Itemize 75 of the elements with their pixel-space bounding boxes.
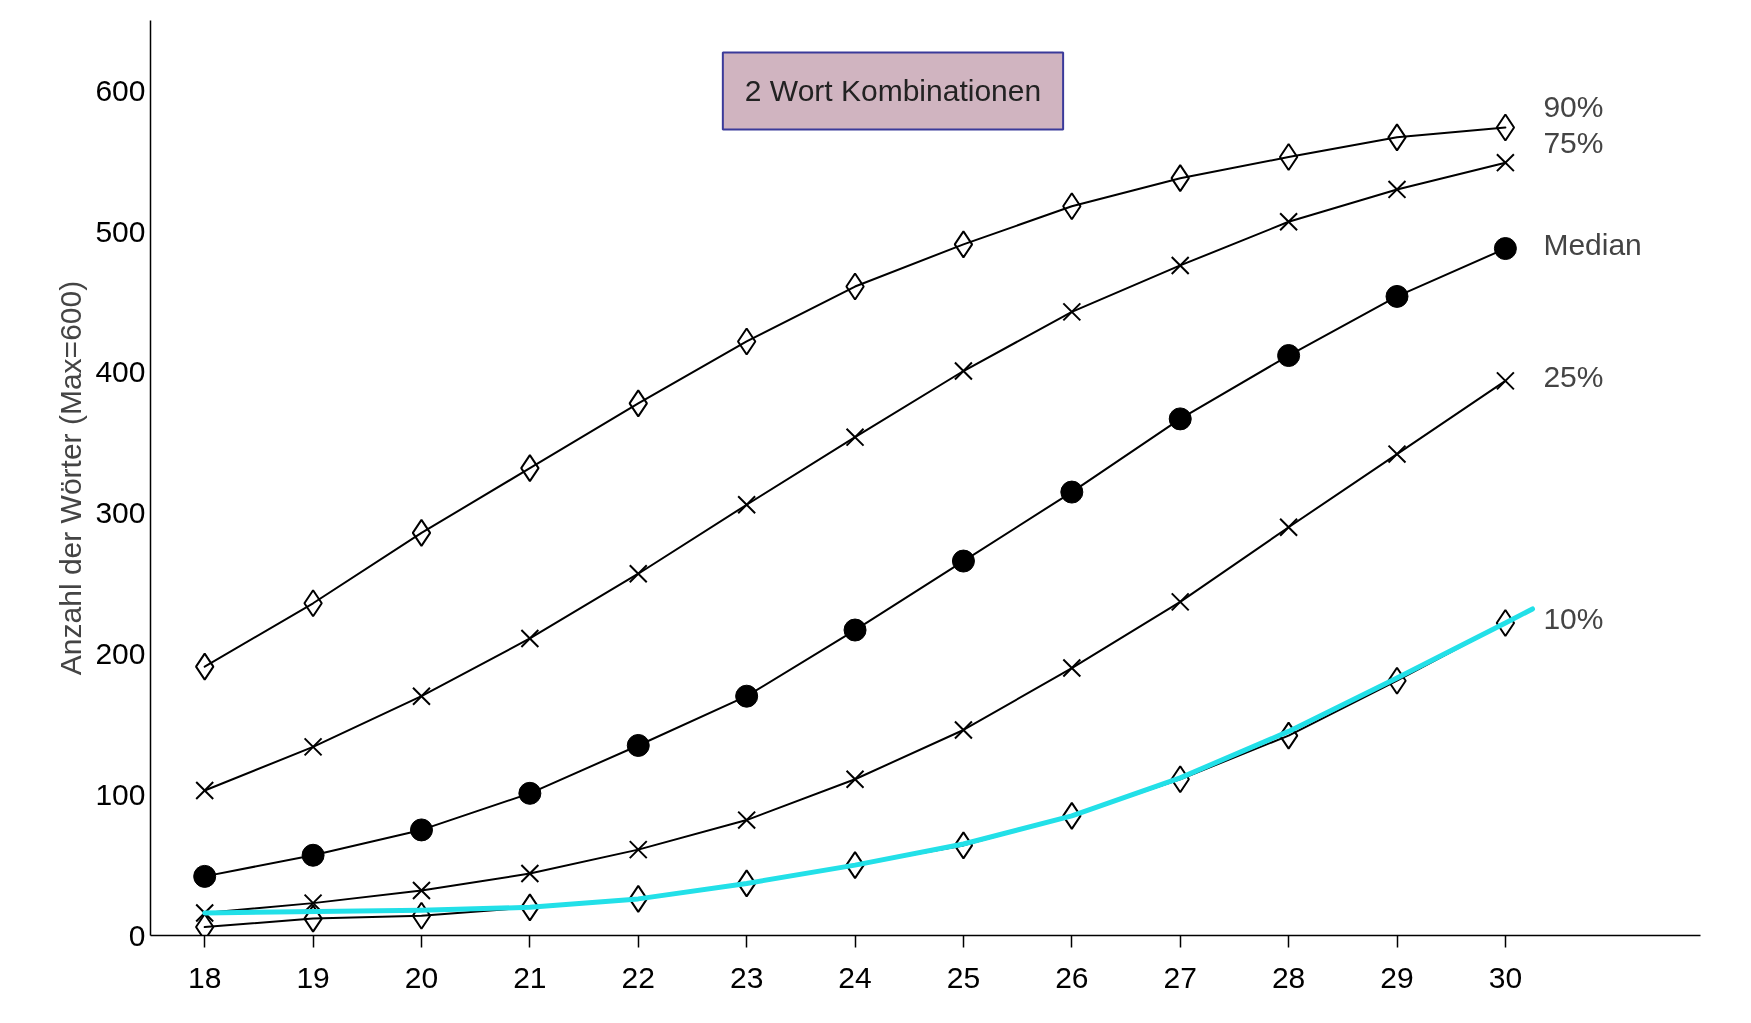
x-tick-label: 30: [1488, 960, 1523, 994]
point: [737, 810, 757, 830]
x-tick-label: 25: [946, 960, 981, 994]
point: [1495, 608, 1516, 637]
point: [1170, 592, 1190, 612]
point: [951, 549, 975, 573]
point: [520, 864, 540, 884]
series-label: 75%: [1543, 125, 1604, 159]
point: [1062, 658, 1082, 678]
y-tick-label: 400: [95, 355, 146, 389]
point: [845, 769, 865, 789]
y-tick-label: 500: [95, 214, 146, 248]
x-tick-label: 23: [729, 960, 764, 994]
point: [409, 818, 433, 842]
point: [953, 230, 974, 259]
x-tick-label: 29: [1380, 960, 1414, 994]
x-tick-label: 18: [188, 960, 222, 994]
text: 2 Wort Kombinationen: [744, 74, 1042, 108]
point: [411, 901, 432, 930]
y-tick-label: 0: [128, 918, 146, 952]
point: [1495, 113, 1516, 142]
point: [303, 737, 323, 757]
point: [1278, 143, 1299, 172]
point: [411, 880, 431, 900]
point: [1495, 153, 1515, 173]
point: [1168, 407, 1192, 431]
point: [1170, 255, 1190, 275]
point: [1278, 721, 1299, 750]
point: [628, 564, 648, 584]
point: [193, 864, 217, 888]
series-label: 90%: [1543, 90, 1604, 124]
point: [736, 327, 757, 356]
point: [953, 720, 973, 740]
point: [411, 686, 431, 706]
y-tick-label: 600: [95, 73, 146, 107]
point: [301, 843, 325, 867]
y-tick-label: 300: [95, 496, 146, 530]
point: [628, 840, 648, 860]
y-axis-title: Anzahl der Wörter (Max=600): [54, 280, 88, 676]
point: [1387, 179, 1407, 199]
x-tick-label: 24: [838, 960, 872, 994]
point: [953, 831, 974, 860]
point: [195, 903, 215, 923]
point: [1279, 517, 1299, 537]
point: [1387, 444, 1407, 464]
series-label: 10%: [1543, 602, 1604, 636]
x-tick-label: 28: [1271, 960, 1306, 994]
point: [520, 628, 540, 648]
x-tick-label: 27: [1163, 960, 1197, 994]
series-label: Median: [1543, 228, 1642, 262]
x-tick-label: 22: [621, 960, 655, 994]
x-tick-label: 21: [513, 960, 547, 994]
point: [737, 495, 757, 515]
point: [843, 618, 867, 642]
point: [1385, 284, 1409, 308]
point: [1060, 480, 1084, 504]
x-tick-label: 26: [1055, 960, 1089, 994]
point: [195, 781, 215, 800]
point: [1277, 344, 1301, 368]
x-tick-label: 19: [296, 960, 330, 994]
point: [1493, 237, 1517, 261]
point: [1062, 302, 1082, 322]
point: [736, 869, 757, 898]
y-tick-label: 100: [95, 777, 146, 811]
point: [1279, 212, 1299, 232]
point: [411, 518, 432, 547]
point: [1495, 371, 1515, 391]
x-tick-label: 20: [404, 960, 439, 994]
point: [953, 361, 973, 381]
point: [735, 684, 759, 708]
point: [845, 427, 865, 447]
y-tick-label: 200: [95, 636, 146, 670]
series-label: 25%: [1543, 360, 1604, 394]
point: [518, 781, 542, 805]
point: [626, 733, 650, 757]
